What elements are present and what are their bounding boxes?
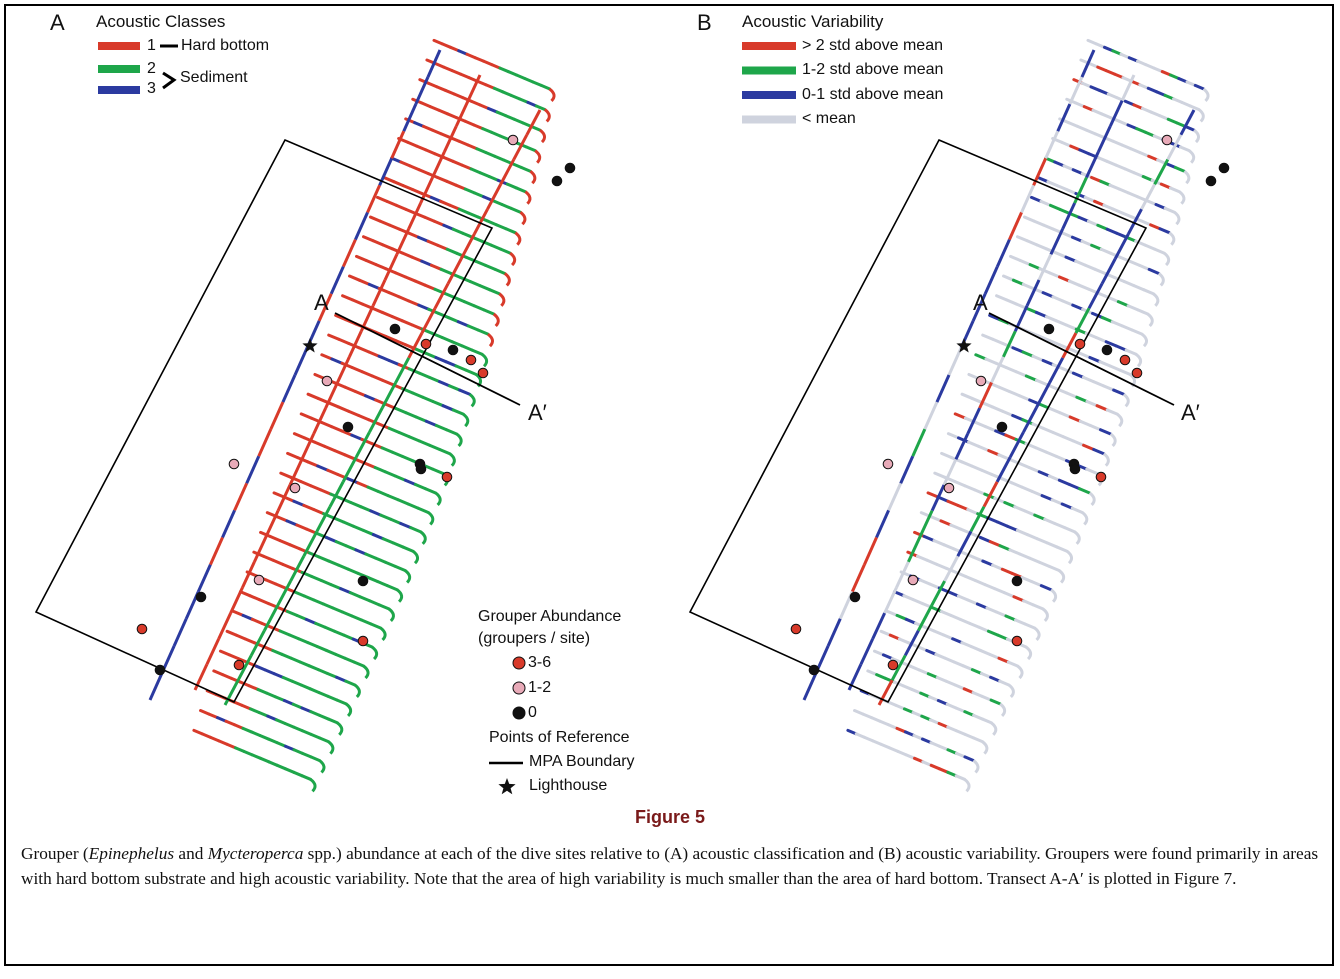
panel-a-map: [34, 38, 576, 793]
panel-b-letter: B: [697, 10, 712, 35]
transect-a-start-label: A: [314, 290, 329, 315]
transect-b-end-label: A′: [1181, 400, 1200, 425]
abundance-legend-title: Grouper Abundance: [478, 608, 622, 625]
mpa-boundary-label: MPA Boundary: [529, 753, 635, 770]
panel-a-letter: A: [50, 10, 65, 35]
variability-item-4-label: < mean: [802, 110, 856, 127]
panel-b-legend-title: Acoustic Variability: [742, 12, 884, 31]
class-3-number: 3: [147, 80, 156, 97]
caption-part-2: and: [174, 844, 208, 863]
transect-b-start-label: A: [973, 290, 988, 315]
caption-genus-2: Mycteroperca: [207, 844, 304, 863]
figure-caption: Grouper (Epinephelus and Mycteroperca sp…: [21, 842, 1321, 891]
class-2-number: 2: [147, 60, 156, 77]
caption-genus-1: Epinephelus: [88, 844, 175, 863]
variability-item-3-label: 0-1 std above mean: [802, 86, 944, 103]
transect-a-end-label: A′: [528, 400, 547, 425]
lighthouse-label: Lighthouse: [529, 777, 608, 794]
abundance-legend-subtitle: (groupers / site): [478, 630, 591, 647]
variability-item-1-label: > 2 std above mean: [802, 37, 943, 54]
sediment-label: Sediment: [180, 69, 248, 86]
class-1-number: 1: [147, 37, 156, 54]
variability-item-2-label: 1-2 std above mean: [802, 61, 944, 78]
panel-a-legend-title: Acoustic Classes: [96, 12, 226, 31]
figure-title: Figure 5: [634, 807, 705, 827]
panel-b-map: [688, 38, 1230, 793]
points-of-reference-title: Points of Reference: [489, 729, 630, 746]
abundance-1-2-label: 1-2: [528, 679, 552, 696]
hard-bottom-label: Hard bottom: [181, 37, 270, 54]
caption-part-1: Grouper (: [21, 844, 89, 863]
abundance-0-label: 0: [528, 704, 537, 721]
abundance-3-6-label: 3-6: [528, 654, 552, 671]
caption-part-3: spp.) abundance at each of the dive site…: [21, 844, 1319, 888]
